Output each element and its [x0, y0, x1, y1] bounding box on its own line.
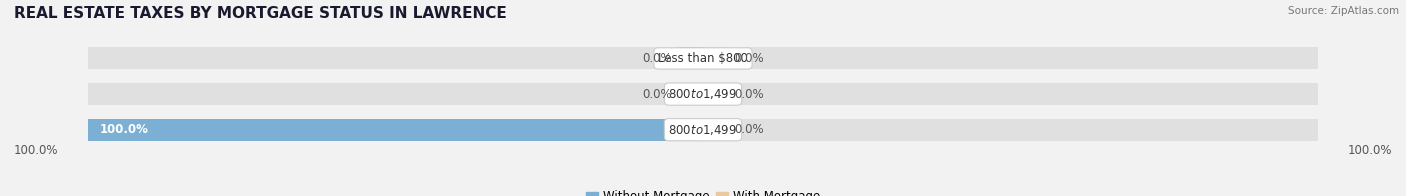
- Bar: [678, 47, 703, 70]
- Legend: Without Mortgage, With Mortgage: Without Mortgage, With Mortgage: [581, 186, 825, 196]
- Bar: [703, 47, 728, 70]
- Text: 100.0%: 100.0%: [100, 123, 149, 136]
- Text: $800 to $1,499: $800 to $1,499: [668, 123, 738, 137]
- Text: 0.0%: 0.0%: [643, 88, 672, 101]
- Text: Less than $800: Less than $800: [658, 52, 748, 65]
- Text: $800 to $1,499: $800 to $1,499: [668, 87, 738, 101]
- Text: Source: ZipAtlas.com: Source: ZipAtlas.com: [1288, 6, 1399, 16]
- Bar: [678, 83, 703, 105]
- Bar: [87, 83, 1319, 105]
- Text: 0.0%: 0.0%: [734, 88, 763, 101]
- Text: 0.0%: 0.0%: [734, 52, 763, 65]
- Bar: [87, 119, 1319, 141]
- Text: 100.0%: 100.0%: [14, 144, 59, 157]
- Bar: [703, 119, 728, 141]
- Bar: [703, 83, 728, 105]
- Text: REAL ESTATE TAXES BY MORTGAGE STATUS IN LAWRENCE: REAL ESTATE TAXES BY MORTGAGE STATUS IN …: [14, 6, 506, 21]
- Text: 0.0%: 0.0%: [643, 52, 672, 65]
- Bar: [87, 47, 1319, 70]
- Text: 0.0%: 0.0%: [734, 123, 763, 136]
- Bar: [87, 119, 703, 141]
- Text: 100.0%: 100.0%: [1347, 144, 1392, 157]
